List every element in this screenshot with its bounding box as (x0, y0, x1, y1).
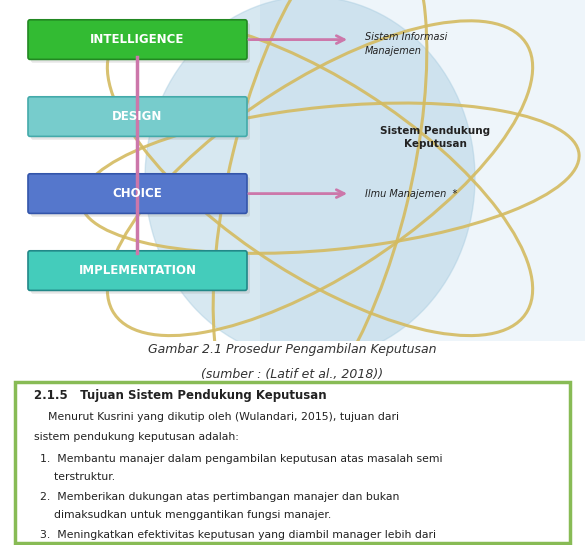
Text: INTELLIGENCE: INTELLIGENCE (90, 33, 185, 46)
FancyBboxPatch shape (28, 251, 247, 290)
FancyBboxPatch shape (31, 254, 250, 294)
FancyBboxPatch shape (15, 382, 570, 543)
Text: UII: UII (215, 417, 370, 514)
FancyBboxPatch shape (28, 20, 247, 59)
FancyBboxPatch shape (260, 0, 585, 341)
Text: 1.  Membantu manajer dalam pengambilan keputusan atas masalah semi: 1. Membantu manajer dalam pengambilan ke… (40, 454, 442, 464)
Text: Sistem Informasi
Manajemen: Sistem Informasi Manajemen (365, 32, 448, 56)
Circle shape (145, 0, 475, 360)
Text: sistem pendukung keputusan adalah:: sistem pendukung keputusan adalah: (34, 432, 239, 442)
Text: 2.  Memberikan dukungan atas pertimbangan manajer dan bukan: 2. Memberikan dukungan atas pertimbangan… (40, 492, 399, 502)
FancyBboxPatch shape (28, 174, 247, 213)
Text: dimaksudkan untuk menggantikan fungsi manajer.: dimaksudkan untuk menggantikan fungsi ma… (40, 510, 331, 520)
Text: Sistem Pendukung
Keputusan: Sistem Pendukung Keputusan (380, 126, 490, 149)
FancyBboxPatch shape (31, 100, 250, 140)
Text: Gambar 2.1 Prosedur Pengambilan Keputusan: Gambar 2.1 Prosedur Pengambilan Keputusa… (148, 343, 437, 356)
Text: 3.  Meningkatkan efektivitas keputusan yang diambil manager lebih dari: 3. Meningkatkan efektivitas keputusan ya… (40, 530, 436, 540)
Text: 2.1.5   Tujuan Sistem Pendukung Keputusan: 2.1.5 Tujuan Sistem Pendukung Keputusan (34, 389, 327, 403)
Text: IMPLEMENTATION: IMPLEMENTATION (78, 264, 197, 277)
Text: (sumber : (Latif et al., 2018)): (sumber : (Latif et al., 2018)) (201, 367, 384, 381)
Text: Ilmu Manajemen  *: Ilmu Manajemen * (365, 189, 457, 199)
Text: CHOICE: CHOICE (113, 187, 163, 200)
Text: DESIGN: DESIGN (112, 110, 163, 123)
Text: terstruktur.: terstruktur. (40, 472, 115, 482)
FancyBboxPatch shape (31, 23, 250, 63)
Text: Menurut Kusrini yang dikutip oleh (Wulandari, 2015), tujuan dari: Menurut Kusrini yang dikutip oleh (Wulan… (34, 412, 399, 422)
FancyBboxPatch shape (31, 177, 250, 217)
FancyBboxPatch shape (28, 97, 247, 136)
